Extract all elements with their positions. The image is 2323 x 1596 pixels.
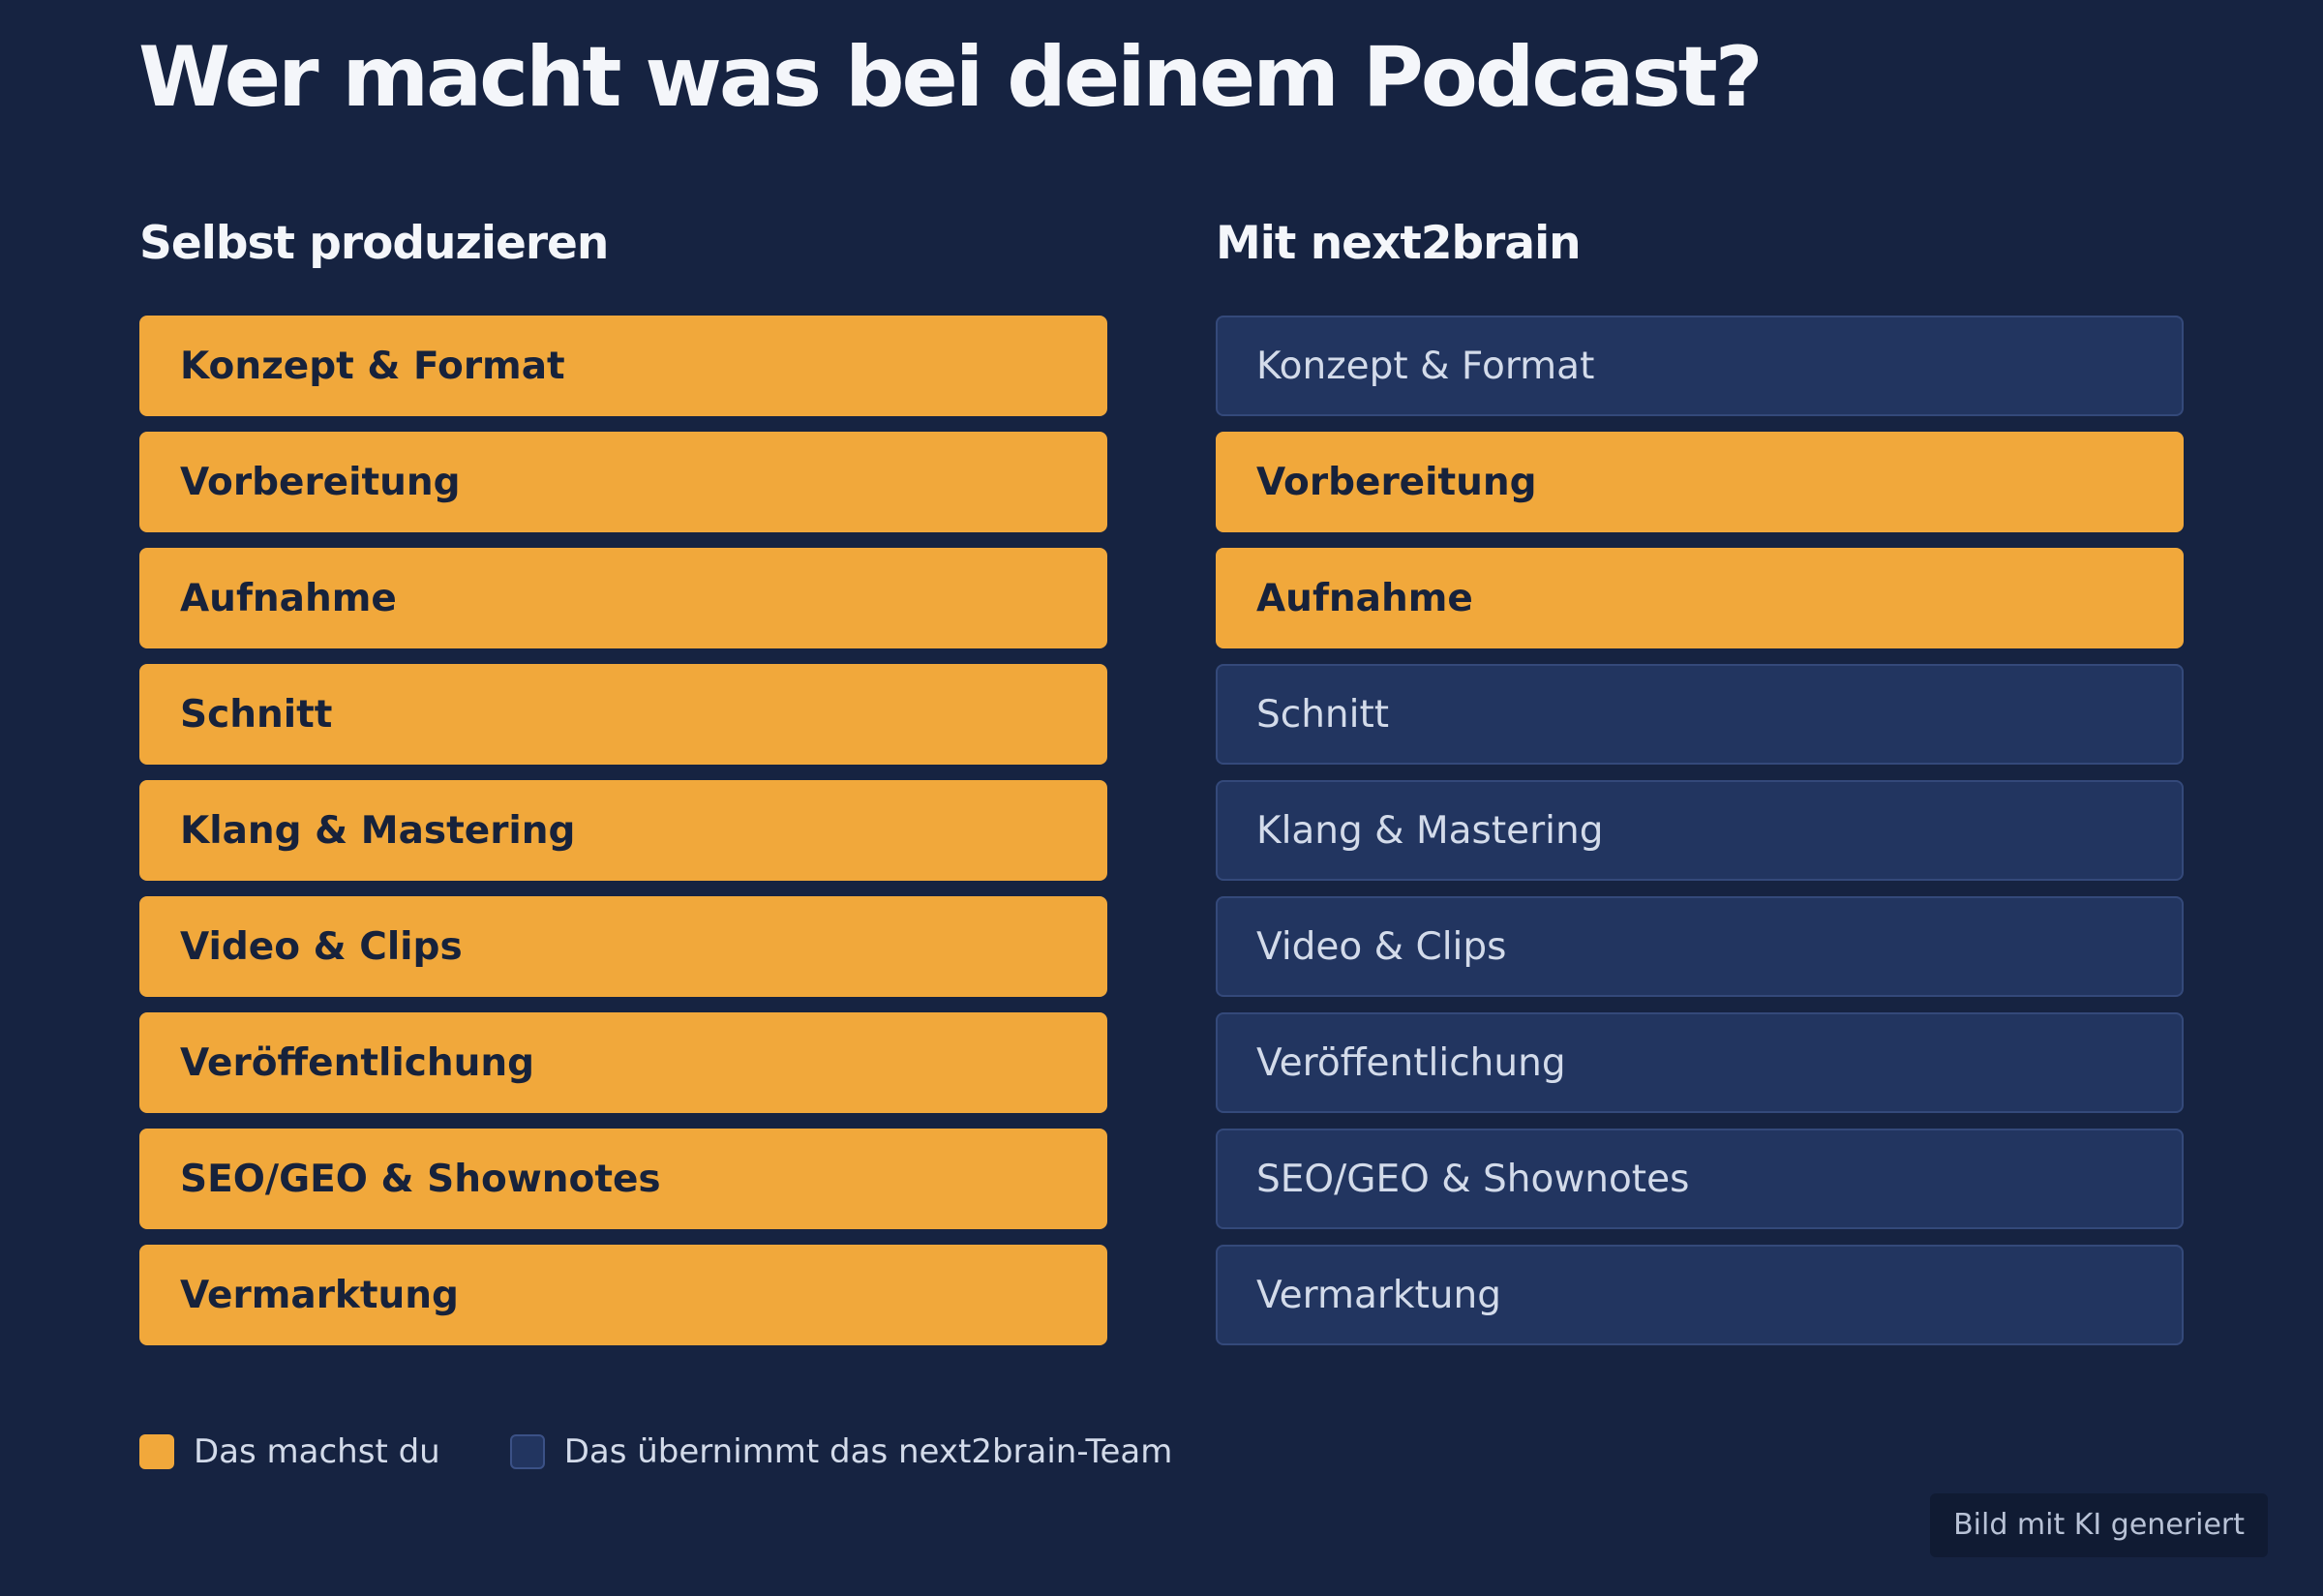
column-with-next2brain: Mit next2brain Konzept & Format Vorberei…	[1216, 211, 2184, 1361]
task-vermarktung: Vermarktung	[139, 1245, 1107, 1345]
task-seo-geo-shownotes: SEO/GEO & Shownotes	[139, 1129, 1107, 1229]
legend-label-self: Das machst du	[194, 1432, 440, 1471]
legend-item-team: Das übernimmt das next2brain-Team	[509, 1432, 1173, 1471]
task-vorbereitung: Vorbereitung	[139, 432, 1107, 532]
task-video-clips: Video & Clips	[139, 896, 1107, 997]
task-vermarktung: Vermarktung	[1216, 1245, 2184, 1345]
task-aufnahme: Aufnahme	[139, 548, 1107, 648]
task-konzept-format: Konzept & Format	[139, 316, 1107, 416]
task-konzept-format: Konzept & Format	[1216, 316, 2184, 416]
task-schnitt: Schnitt	[139, 664, 1107, 765]
task-aufnahme: Aufnahme	[1216, 548, 2184, 648]
task-vorbereitung: Vorbereitung	[1216, 432, 2184, 532]
legend-swatch-team	[509, 1434, 545, 1469]
legend-swatch-self	[139, 1434, 174, 1469]
task-video-clips: Video & Clips	[1216, 896, 2184, 997]
task-veroeffentlichung: Veröffentlichung	[1216, 1012, 2184, 1113]
column-heading-with-next2brain: Mit next2brain	[1216, 217, 1582, 270]
ai-generated-badge: Bild mit KI generiert	[1930, 1493, 2268, 1557]
task-klang-mastering: Klang & Mastering	[139, 780, 1107, 881]
legend-item-self: Das machst du	[139, 1432, 440, 1471]
page-title: Wer macht was bei deinem Podcast?	[138, 29, 1764, 126]
task-seo-geo-shownotes: SEO/GEO & Shownotes	[1216, 1129, 2184, 1229]
legend-label-team: Das übernimmt das next2brain-Team	[563, 1432, 1173, 1471]
task-veroeffentlichung: Veröffentlichung	[139, 1012, 1107, 1113]
task-list-with-next2brain: Konzept & Format Vorbereitung Aufnahme S…	[1216, 316, 2184, 1345]
task-klang-mastering: Klang & Mastering	[1216, 780, 2184, 881]
legend: Das machst du Das übernimmt das next2bra…	[139, 1432, 1242, 1471]
task-list-self-produce: Konzept & Format Vorbereitung Aufnahme S…	[139, 316, 1107, 1345]
task-schnitt: Schnitt	[1216, 664, 2184, 765]
column-self-produce: Selbst produzieren Konzept & Format Vorb…	[139, 211, 1107, 1361]
column-heading-self-produce: Selbst produzieren	[139, 217, 609, 270]
